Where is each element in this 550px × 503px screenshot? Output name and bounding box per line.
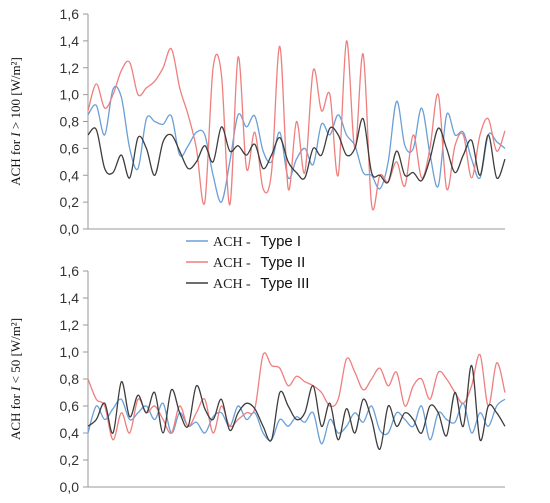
y-tick-label: 1,2 — [60, 60, 80, 76]
series-layer — [87, 40, 506, 450]
series-line-type-i — [87, 398, 506, 445]
series-group-2 — [87, 352, 506, 450]
y-tick-label: 0,8 — [60, 114, 80, 130]
legend-label: ACH - Type I — [213, 233, 301, 250]
series-line-type-ii — [87, 352, 506, 441]
series-line-type-ii — [87, 40, 506, 211]
y-tick-label: 0,0 — [60, 479, 80, 495]
y-tick-label: 1,0 — [60, 87, 80, 103]
y-axis-label: ACH for I > 100 [W/m²] — [8, 57, 23, 186]
series-group-1 — [87, 40, 506, 211]
y-tick-label: 1,6 — [60, 263, 80, 279]
legend: ACH - Type I ACH - Type II ACH - Type III — [186, 233, 309, 292]
y-tick-label: 0,6 — [60, 398, 80, 414]
legend-entry-type-iii: ACH - Type III — [186, 275, 309, 292]
y-axis-label: ACH for I < 50 [W/m²] — [8, 318, 23, 440]
series-line-type-i — [87, 85, 506, 203]
y-tick-label: 1,2 — [60, 317, 80, 333]
legend-label: ACH - Type II — [213, 254, 305, 271]
y-tick-label: 0,4 — [60, 167, 80, 183]
y-tick-label: 0,8 — [60, 371, 80, 387]
legend-entry-type-ii: ACH - Type II — [186, 254, 305, 271]
y-tick-label: 1,6 — [60, 6, 80, 22]
y-tick-label: 0,4 — [60, 425, 80, 441]
y-tick-label: 1,4 — [60, 33, 80, 49]
y-tick-label: 1,0 — [60, 344, 80, 360]
legend-entry-type-i: ACH - Type I — [186, 233, 301, 250]
y-tick-label: 0,2 — [60, 194, 80, 210]
y-tick-label: 0,0 — [60, 221, 80, 237]
series-line-type-iii — [87, 364, 506, 450]
y-tick-label: 0,6 — [60, 140, 80, 156]
chart-panel-1: 0,0 0,2 0,4 0,6 0,8 1,0 1,2 1,4 1,6 ACH for I > 1… — [8, 6, 505, 237]
axes-layer: 0,0 0,2 0,4 0,6 0,8 1,0 1,2 1,4 1,6 ACH for I > 1… — [8, 6, 505, 495]
y-tick-label: 0,2 — [60, 452, 80, 468]
legend-label: ACH - Type III — [213, 275, 309, 292]
series-line-type-iii — [87, 118, 506, 184]
chart-panel-2: 0,0 0,2 0,4 0,6 0,8 1,0 1,2 1,4 1,6 ACH for I < 5… — [8, 263, 505, 495]
y-tick-label: 1,4 — [60, 290, 80, 306]
